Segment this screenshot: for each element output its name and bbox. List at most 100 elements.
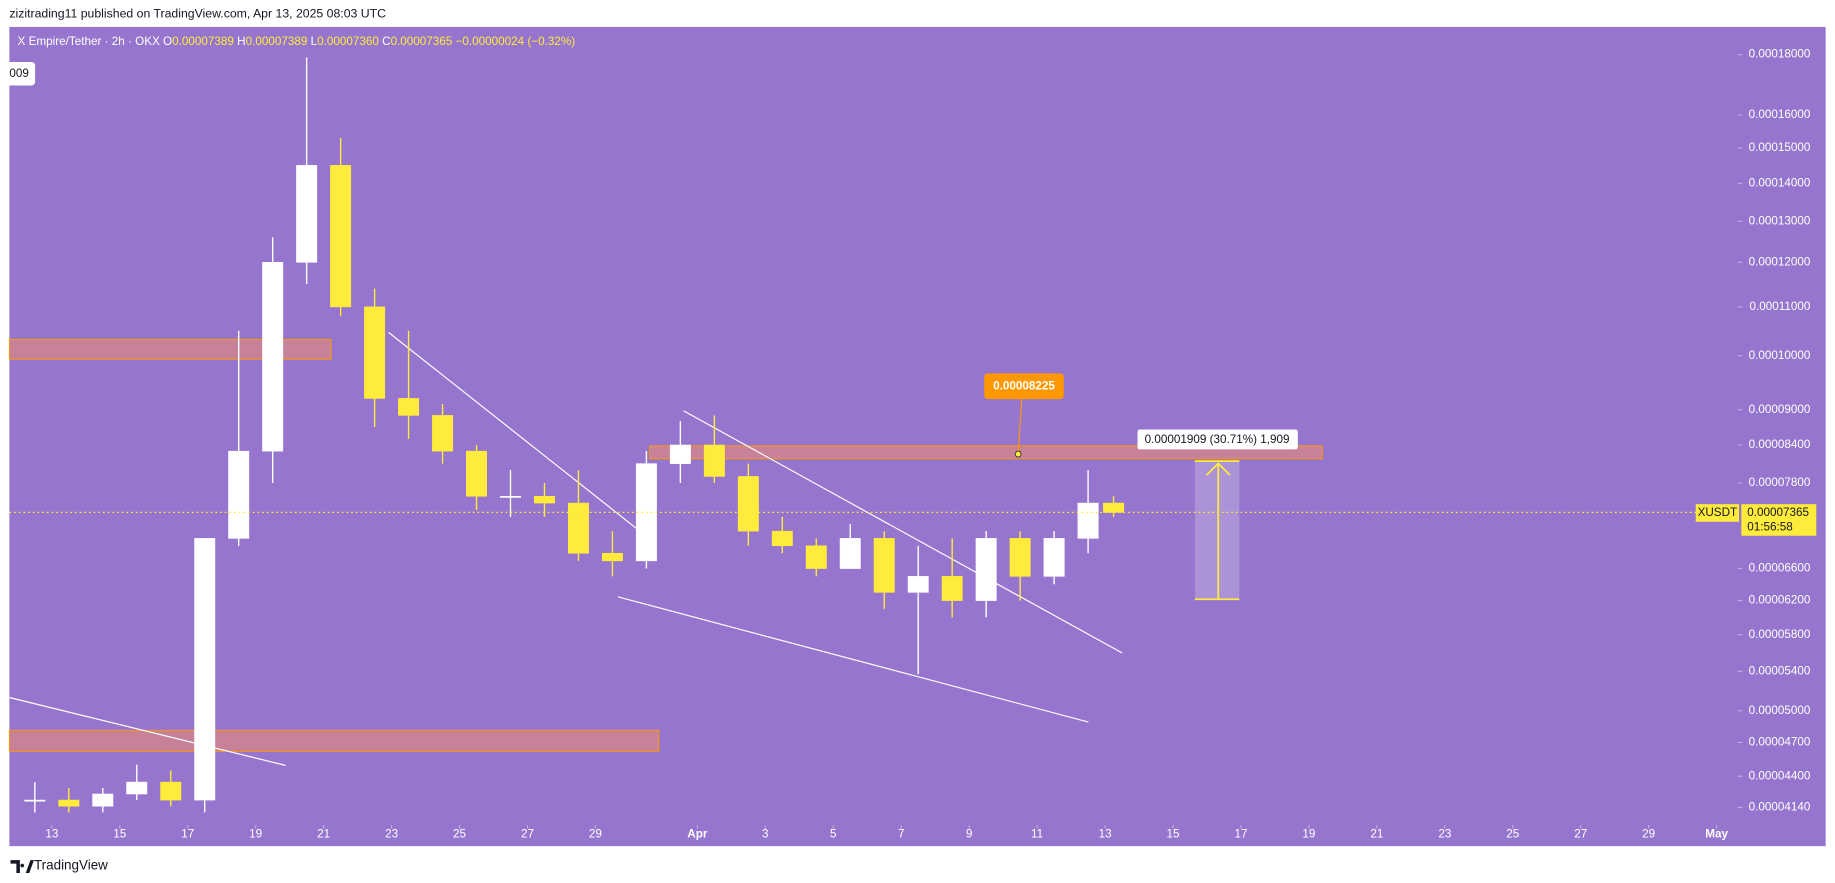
candle-body — [194, 538, 216, 801]
y-tick-label: 0.00013000 — [1749, 214, 1811, 227]
x-tick-label: 11 — [1031, 828, 1043, 841]
zone — [8, 729, 660, 752]
candle-body — [737, 476, 759, 532]
x-tick-label: 21 — [317, 828, 330, 841]
legend-key: O — [163, 35, 172, 48]
candle-body — [228, 450, 250, 539]
candle-body — [364, 306, 386, 399]
y-tick-label: 0.00015000 — [1749, 141, 1811, 154]
candle-body — [126, 781, 148, 795]
symbol-legend: X Empire/Tether · 2h · OKX O0.00007389 H… — [18, 35, 576, 48]
callout-box — [984, 373, 1064, 400]
x-tick-label: 13 — [1099, 828, 1112, 841]
x-tick-label: 7 — [898, 828, 905, 841]
countdown: 01:56:58 — [1747, 521, 1792, 534]
legend-key: C — [382, 35, 390, 48]
legend-change: −0.00000024 (−0.32%) — [456, 35, 576, 48]
legend-key: L — [311, 35, 318, 48]
y-tick-label: 0.00004400 — [1749, 769, 1811, 782]
candle-body — [601, 552, 623, 562]
x-tick-label: 25 — [453, 828, 467, 841]
candle-body — [58, 799, 80, 807]
legend-value: 0.00007360 — [317, 35, 379, 48]
y-tick-label: 0.00005400 — [1749, 664, 1811, 677]
publish-header: zizitrading11 published on TradingView.c… — [9, 6, 386, 20]
callout-text: 0.00008225 — [993, 379, 1055, 392]
y-tick-label: 0.00005000 — [1749, 704, 1811, 717]
x-tick-label: 27 — [1574, 828, 1587, 841]
x-tick-label: 15 — [1167, 828, 1181, 841]
x-tick-label: 25 — [1506, 828, 1520, 841]
candle-body — [941, 576, 963, 601]
x-tick-label: 5 — [830, 828, 837, 841]
price-tag-box — [1741, 504, 1817, 536]
x-tick-label: 17 — [1234, 828, 1247, 841]
measure-arrow — [1194, 460, 1240, 601]
candle-body — [975, 538, 997, 601]
x-tick-label: 23 — [385, 828, 398, 841]
x-tick-label: 13 — [45, 828, 58, 841]
candle-body — [24, 799, 46, 802]
symbol-tag-box — [1695, 504, 1740, 522]
candle-body — [771, 530, 793, 547]
y-tick-label: 0.00006600 — [1749, 562, 1811, 575]
x-tick-label: 17 — [181, 828, 194, 841]
x-tick-label: 21 — [1370, 828, 1383, 841]
trend-line — [388, 331, 647, 537]
y-tick-label: 0.00005800 — [1749, 628, 1811, 641]
legend-symbol: X Empire/Tether · 2h · OKX — [18, 35, 160, 48]
y-tick-label: 0.00014000 — [1749, 176, 1811, 189]
y-tick-label: 0.00004140 — [1749, 801, 1811, 814]
candle-body — [92, 793, 114, 807]
candle-body — [805, 545, 827, 569]
candle-body — [330, 165, 352, 308]
candle-body — [262, 262, 284, 452]
x-tick-label: Apr — [687, 828, 708, 841]
callout-pointer — [1017, 399, 1023, 455]
symbol-tag: XUSDT — [1698, 506, 1738, 519]
y-tick-label: 0.00004700 — [1749, 736, 1811, 749]
candle-body — [160, 781, 182, 801]
candle-body — [1043, 538, 1065, 577]
measure-label: 0.00001909 (30.71%) 1,909 — [1145, 433, 1290, 446]
candle-body — [432, 415, 454, 452]
legend-value: 0.00007365 — [391, 35, 453, 48]
x-tick-label: 19 — [249, 828, 262, 841]
tradingview-logo — [10, 860, 34, 874]
trend-line — [617, 596, 1089, 723]
x-tick-label: 23 — [1438, 828, 1451, 841]
plot-background — [9, 26, 1826, 847]
candle-body — [839, 538, 861, 569]
x-tick-label: 9 — [966, 828, 973, 841]
candle-body — [1103, 502, 1125, 513]
x-tick-label: May — [1705, 828, 1728, 841]
price-tag: 0.00007365 — [1747, 506, 1809, 519]
measure-label-box — [1137, 429, 1298, 450]
y-tick-label: 0.00016000 — [1749, 108, 1811, 121]
cut-label-box — [0, 62, 36, 86]
x-tick-label: 15 — [113, 828, 127, 841]
y-tick-label: 0.00010000 — [1749, 349, 1811, 362]
candle-body — [500, 495, 521, 498]
candle-body — [533, 495, 555, 504]
measure-box — [1194, 461, 1240, 600]
legend-value: 0.00007389 — [246, 35, 308, 48]
y-tick-label: 0.00008400 — [1749, 438, 1811, 451]
candle-body — [703, 444, 725, 477]
x-tick-label: 27 — [521, 828, 534, 841]
y-tick-label: 0.00006200 — [1749, 594, 1811, 607]
candle-body — [907, 576, 929, 593]
footer-brand: TradingView — [34, 858, 108, 873]
candle-body — [567, 502, 589, 554]
candles — [24, 57, 1125, 813]
callout-anchor — [1014, 450, 1022, 458]
y-tick-label: 0.00018000 — [1749, 48, 1811, 61]
trend-line — [683, 410, 1123, 654]
candle-body — [873, 538, 895, 593]
candle-body — [1009, 538, 1031, 577]
grid — [51, 54, 1743, 829]
y-tick-label: 0.00011000 — [1750, 300, 1811, 313]
zone — [8, 338, 332, 360]
